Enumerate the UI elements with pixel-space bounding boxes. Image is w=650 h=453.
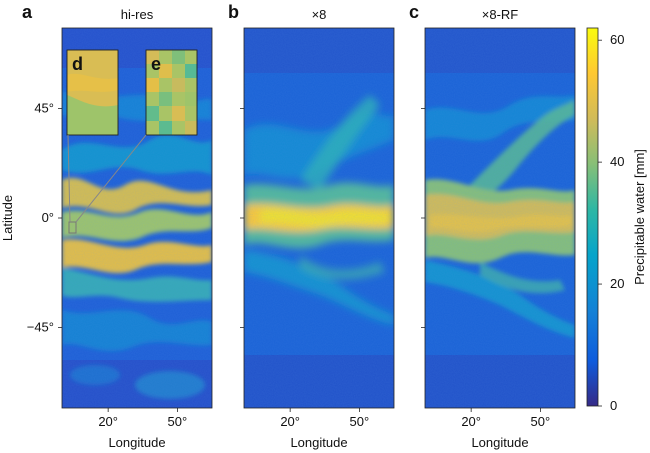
zoom-region-box <box>68 221 77 234</box>
colorbar-tick-label: 0 <box>610 398 617 413</box>
x-axis-label-c: Longitude <box>471 435 528 450</box>
panel-letter-c: c <box>409 2 419 22</box>
x-tick-label: 20° <box>98 414 118 429</box>
panel-a: a hi-res <box>22 2 213 409</box>
x-tick-label: 50° <box>350 414 370 429</box>
inset-letter-d: d <box>72 54 83 74</box>
colorbar-gradient <box>586 27 599 407</box>
x-axis-label-a: Longitude <box>108 435 165 450</box>
connector-line-d <box>67 134 71 223</box>
x-axis-label-b: Longitude <box>290 435 347 450</box>
inset-d: d <box>66 49 119 136</box>
panel-a-title: hi-res <box>121 7 154 22</box>
panel-letter-b: b <box>228 2 239 22</box>
colorbar-tick-label: 40 <box>610 154 624 169</box>
panel-c: c ×8-RF <box>409 2 576 409</box>
heatmap-c <box>425 28 575 408</box>
heatmap-b <box>244 28 394 408</box>
inset-letter-e: e <box>151 54 161 74</box>
colorbar-label: Precipitable water [mm] <box>632 149 647 285</box>
y-axis-label: Latitude <box>0 195 15 241</box>
inset-e: e <box>145 49 198 136</box>
x-tick-label: 20° <box>280 414 300 429</box>
y-tick-label: 45° <box>34 100 54 115</box>
colorbar-ticks: 0 20 40 60 <box>598 32 624 413</box>
x-tick-label: 20° <box>461 414 481 429</box>
colorbar-tick-label: 60 <box>610 32 624 47</box>
panel-b-title: ×8 <box>312 7 327 22</box>
colorbar: 0 20 40 60 Precipitable water [mm] <box>586 27 647 413</box>
panel-c-title: ×8-RF <box>482 7 519 22</box>
panel-letter-a: a <box>22 2 33 22</box>
x-tick-label: 50° <box>168 414 188 429</box>
panel-b: b ×8 <box>228 2 395 409</box>
axes: 20° 50° 45° 0° −45° 20° 50° 20° 50° <box>27 100 550 429</box>
connector-line-e <box>75 134 147 223</box>
y-tick-label: −45° <box>27 320 54 335</box>
y-tick-label: 0° <box>42 210 54 225</box>
colorbar-tick-label: 20 <box>610 276 624 291</box>
x-tick-label: 50° <box>531 414 551 429</box>
